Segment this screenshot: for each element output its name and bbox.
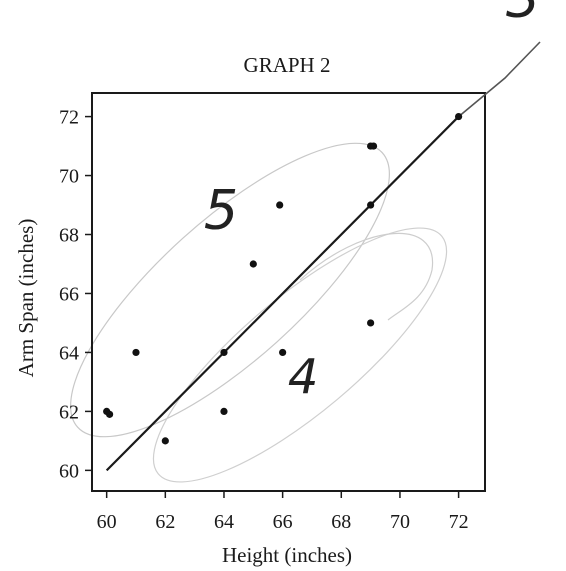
plot-frame [91, 92, 486, 492]
pencil-pointer [458, 41, 541, 118]
x-tick-label: 62 [155, 511, 175, 533]
pencil-loop-arc [299, 232, 434, 321]
data-point [249, 260, 257, 268]
data-point [220, 348, 228, 357]
chart-title: GRAPH 2 [244, 53, 331, 77]
data-point [132, 348, 140, 357]
y-tick-label: 62 [59, 401, 79, 423]
data-point [105, 410, 114, 418]
y-tick-label: 72 [59, 107, 79, 129]
x-axis-label: Height (inches) [222, 543, 352, 567]
y-tick-label: 60 [59, 460, 79, 482]
annotation-label: 5 [204, 179, 238, 242]
x-tick-label: 60 [97, 511, 117, 533]
x-tick-label: 72 [449, 511, 469, 533]
data-point [369, 142, 378, 150]
annotation-label: 3 [506, 0, 540, 29]
x-tick-label: 66 [273, 511, 293, 533]
annotation-label: 4 [288, 350, 319, 406]
x-tick-label: 70 [390, 511, 410, 533]
x-tick-label: 64 [214, 511, 234, 533]
data-point [279, 348, 287, 357]
data-point [455, 112, 463, 121]
plot-area: 60 62 64 66 68 70 72 60 62 64 66 68 70 72 5 4 3 [59, 0, 541, 533]
y-tick-label: 68 [59, 225, 79, 247]
y-tick-label: 66 [59, 283, 79, 305]
pencil-loop-upper [70, 142, 390, 438]
y-tick-label: 70 [59, 166, 79, 188]
pencil-loop-lower [152, 227, 448, 483]
x-tick-label: 68 [331, 511, 351, 533]
y-axis-label: Arm Span (inches) [14, 219, 38, 378]
data-point [367, 319, 375, 327]
data-point [367, 201, 375, 209]
y-tick-label: 64 [59, 342, 79, 364]
data-point [161, 437, 169, 445]
data-point [276, 201, 284, 209]
data-point [220, 407, 228, 415]
reference-line [105, 115, 460, 472]
